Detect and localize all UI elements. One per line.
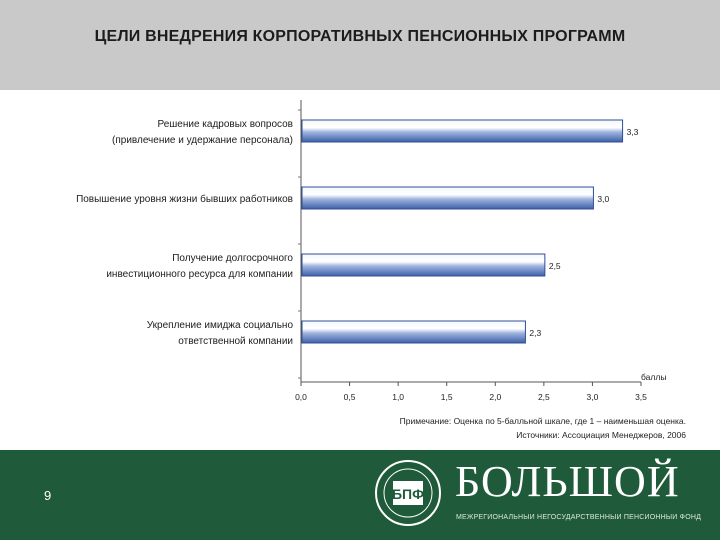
bar xyxy=(301,186,594,210)
bar-chart: 0,0 0,5 1,0 1,5 2,0 2,5 3,0 3,5 баллы 3,3 Решение … xyxy=(76,100,666,402)
page-number: 9 xyxy=(44,488,52,503)
footer-bar: 9 БПФ БОЛЬШОЙ МЕЖРЕГИОНАЛЬНЫЙ НЕГОСУДАРС… xyxy=(0,450,720,540)
category-label: ответственной компании xyxy=(178,336,293,347)
category-label: (привлечение и удержание персонала) xyxy=(112,135,293,146)
category-label: Укрепление имиджа социально xyxy=(147,320,294,331)
x-tick-label: 3,0 xyxy=(587,392,599,402)
page-title: ЦЕЛИ ВНЕДРЕНИЯ КОРПОРАТИВНЫХ ПЕНСИОННЫХ … xyxy=(94,28,626,45)
x-tick-label: 2,0 xyxy=(489,392,501,402)
bar-value-label: 2,3 xyxy=(529,328,541,338)
x-tick-label: 2,5 xyxy=(538,392,550,402)
fund-emblem-logo: БПФ xyxy=(375,460,441,526)
bar xyxy=(301,119,624,143)
chart-note: Примечание: Оценка по 5-балльной шкале, … xyxy=(399,416,686,426)
x-tick-label: 0,0 xyxy=(295,392,307,402)
category-label: Решение кадровых вопросов xyxy=(157,119,293,130)
bar-value-label: 3,0 xyxy=(597,194,609,204)
chart-area: 0,0 0,5 1,0 1,5 2,0 2,5 3,0 3,5 баллы 3,3 Решение … xyxy=(0,90,720,450)
x-tick-label: 0,5 xyxy=(344,392,356,402)
emblem-text: БПФ xyxy=(392,486,424,502)
x-tick-label: 1,5 xyxy=(441,392,453,402)
category-label: инвестиционного ресурса для компании xyxy=(106,269,293,280)
bar-value-label: 3,3 xyxy=(627,127,639,137)
bar-value-label: 2,5 xyxy=(549,261,561,271)
bar xyxy=(301,320,526,344)
category-label: Получение долгосрочного xyxy=(172,253,293,264)
category-label: Повышение уровня жизни бывших работников xyxy=(76,193,293,205)
brand-subtitle: МЕЖРЕГИОНАЛЬНЫЙ НЕГОСУДАРСТВЕННЫЙ ПЕНСИО… xyxy=(456,514,702,521)
bar xyxy=(301,253,546,277)
chart-source: Источники: Ассоциация Менеджеров, 2006 xyxy=(516,430,686,440)
x-tick-label: 3,5 xyxy=(635,392,647,402)
header-bar: ЦЕЛИ ВНЕДРЕНИЯ КОРПОРАТИВНЫХ ПЕНСИОННЫХ … xyxy=(0,0,720,90)
x-axis-label: баллы xyxy=(641,372,666,382)
brand-name: БОЛЬШОЙ xyxy=(455,457,680,506)
x-tick-label: 1,0 xyxy=(392,392,404,402)
